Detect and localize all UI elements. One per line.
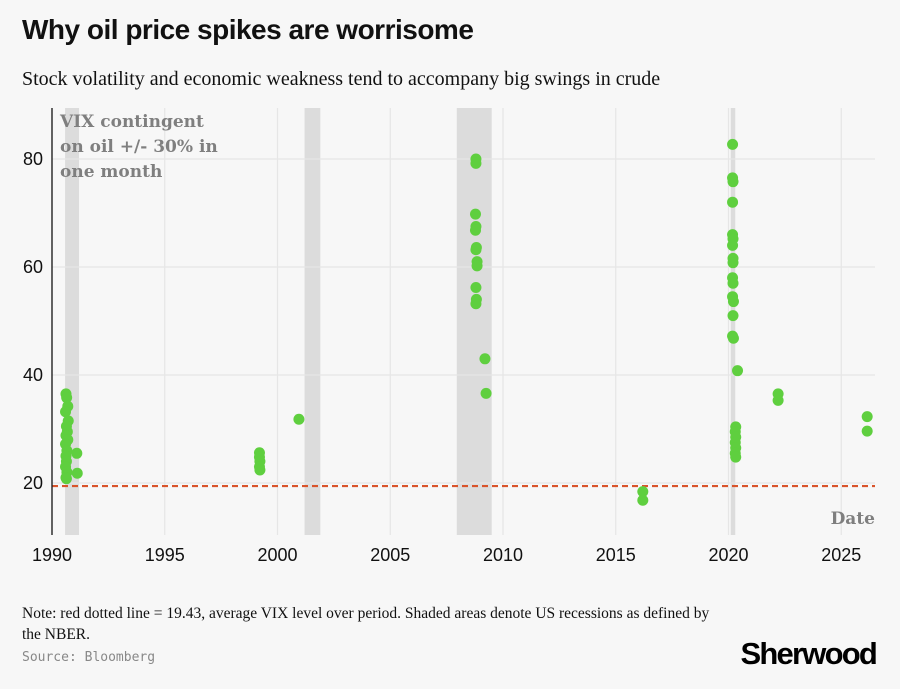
y-axis-title: on oil +/- 30% in [60,137,218,157]
data-point [254,464,266,476]
x-tick-label: 1990 [32,545,72,565]
chart-subtitle: Stock volatility and economic weakness t… [22,68,661,90]
data-point [772,394,784,406]
data-point [61,392,73,404]
data-point [727,239,739,251]
data-point [71,447,83,459]
data-point [469,224,481,236]
data-point [60,406,72,418]
data-point [480,387,492,399]
data-point [293,413,305,425]
y-axis-title: one month [60,162,162,182]
x-tick-label: 2025 [821,545,861,565]
axis-labels: 20 40 60 80 1990 1995 2000 2005 2010 2015 2020 2025… [23,112,875,565]
data-point [479,353,491,365]
data-points [60,138,873,506]
data-point [727,277,739,289]
data-point [470,298,482,310]
gridlines [52,108,875,535]
y-tick-label: 40 [23,365,43,385]
scatter-chart: 20 40 60 80 1990 1995 2000 2005 2010 2015 2020 2025… [23,108,875,565]
x-tick-label: 2015 [596,545,636,565]
data-point [861,411,873,423]
data-point [727,176,739,188]
data-point [727,196,739,208]
x-tick-label: 1995 [145,545,185,565]
data-point [471,260,483,272]
y-axis-title: VIX contingent [59,112,204,132]
data-point [470,282,482,294]
data-point [727,138,739,150]
x-tick-label: 2020 [708,545,748,565]
y-tick-label: 60 [23,257,43,277]
data-point [60,473,72,485]
data-point [727,310,739,322]
chart-title: Why oil price spikes are worrisome [22,14,474,45]
data-point [71,467,83,479]
x-axis-title: Date [831,509,876,529]
recession-band [730,108,736,535]
source-label: Source: Bloomberg [22,650,156,665]
x-tick-label: 2000 [257,545,297,565]
data-point [730,451,742,463]
data-point [727,257,739,269]
x-tick-label: 2010 [483,545,523,565]
data-point [727,296,739,308]
data-point [470,244,482,256]
data-point [637,494,649,506]
data-point [732,365,744,377]
chart-note: Note: red dotted line = 19.43, average V… [22,605,710,643]
data-point [861,425,873,437]
recession-band [304,108,321,535]
y-tick-label: 80 [23,149,43,169]
x-tick-label: 2005 [370,545,410,565]
recession-band [456,108,492,535]
data-point [470,157,482,169]
data-point [727,332,739,344]
recession-bands [65,108,736,535]
data-point [637,486,649,498]
data-point [469,208,481,220]
brand-logo: Sherwood [740,636,878,671]
y-tick-label: 20 [23,473,43,493]
